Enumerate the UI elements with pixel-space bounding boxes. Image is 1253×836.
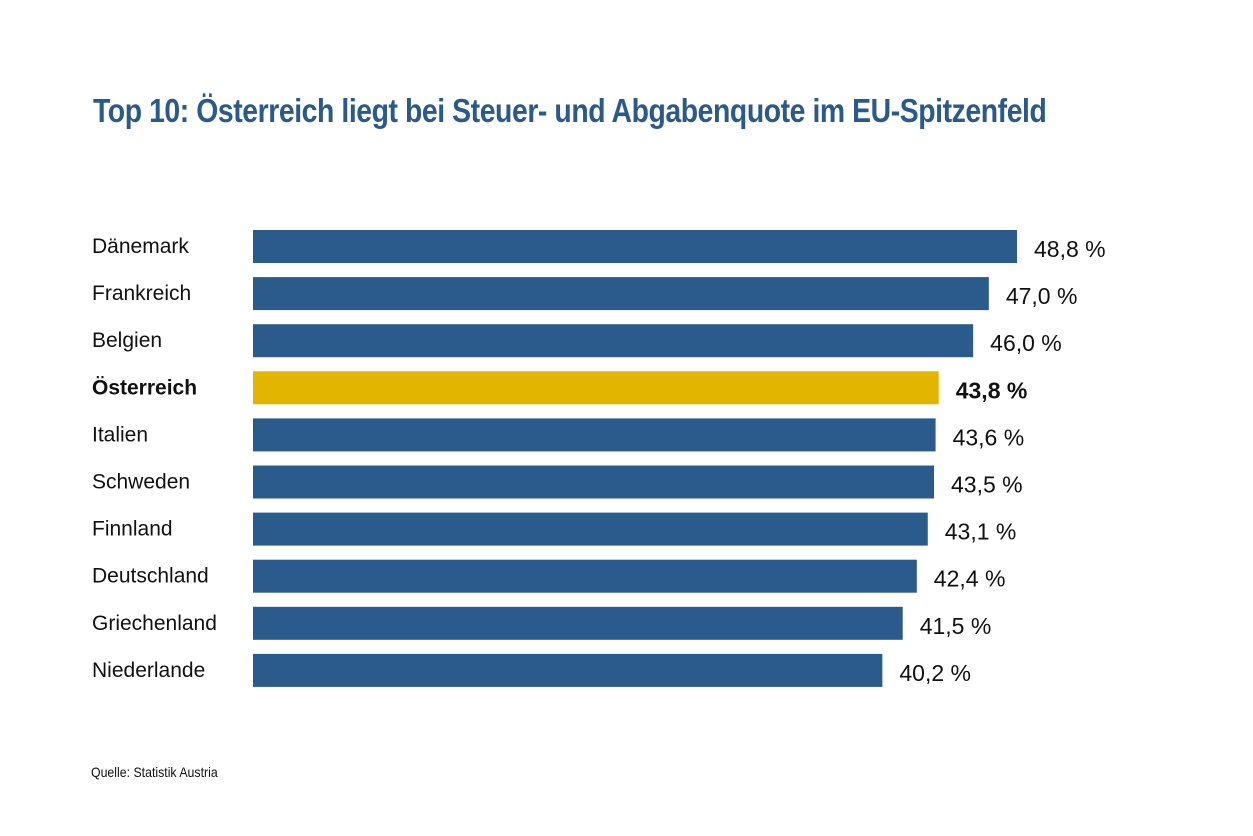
category-label: Italien <box>92 423 148 446</box>
value-label: 41,5 % <box>920 613 992 639</box>
chart-title: Top 10: Österreich liegt bei Steuer- und… <box>93 92 1047 129</box>
value-label: 43,5 % <box>951 472 1023 498</box>
value-label: 43,6 % <box>953 424 1025 450</box>
bar-niederlande <box>253 653 883 687</box>
bar-belgien <box>253 324 974 358</box>
category-label: Niederlande <box>92 659 205 682</box>
bar-italien <box>253 418 936 452</box>
category-label: Deutschland <box>92 565 209 588</box>
value-label: 40,2 % <box>899 660 971 686</box>
source-note: Quelle: Statistik Austria <box>91 764 218 780</box>
value-label: 43,8 % <box>956 377 1028 403</box>
category-label: Belgien <box>92 329 162 352</box>
bar-dänemark <box>253 230 1017 263</box>
value-label: 43,1 % <box>945 519 1017 545</box>
value-label: 48,8 % <box>1034 236 1106 262</box>
category-label: Österreich <box>92 376 197 399</box>
bar-griechenland <box>253 606 903 640</box>
value-label: 47,0 % <box>1006 283 1078 309</box>
category-label: Griechenland <box>92 612 217 635</box>
bar-finnland <box>253 512 928 546</box>
category-label: Frankreich <box>92 282 191 305</box>
bar-frankreich <box>253 277 989 311</box>
bar-deutschland <box>253 559 917 593</box>
bar-schweden <box>253 465 935 499</box>
category-label: Schweden <box>92 471 190 494</box>
category-label: Finnland <box>92 518 173 541</box>
value-label: 46,0 % <box>990 330 1062 356</box>
bar-österreich <box>253 371 939 405</box>
value-label: 42,4 % <box>934 566 1006 592</box>
bars-group: Dänemark 48,8 % Frankreich 47,0 % Belgien 46,… <box>92 230 1106 687</box>
category-label: Dänemark <box>92 235 189 258</box>
